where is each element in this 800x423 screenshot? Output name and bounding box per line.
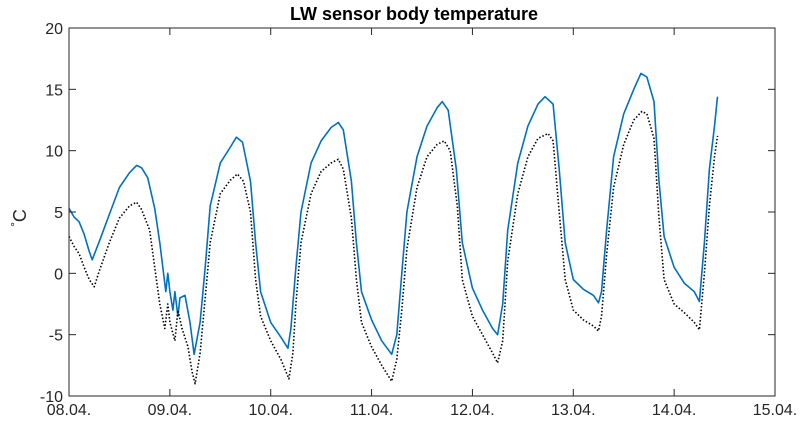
- y-axis-label-unit: C: [10, 209, 30, 222]
- y-axis-label: °C: [8, 209, 30, 227]
- y-tick-label: 20: [45, 21, 63, 38]
- y-tick-label: -10: [40, 389, 63, 406]
- x-tick-label: 10.04.: [248, 402, 292, 419]
- y-tick-label: 15: [45, 82, 63, 99]
- series-line-black: [68, 110, 719, 385]
- x-tick-label: 15.04.: [753, 402, 797, 419]
- y-tick-label: 0: [54, 266, 63, 283]
- x-tick-label: 14.04.: [652, 402, 696, 419]
- chart-title: LW sensor body temperature: [290, 4, 538, 24]
- x-tick-label: 08.04.: [47, 402, 91, 419]
- y-tick-label: 5: [54, 205, 63, 222]
- x-tick-label: 09.04.: [148, 402, 192, 419]
- y-tick-label: 10: [45, 144, 63, 161]
- y-tick-label: -5: [49, 328, 63, 345]
- x-tick-label: 13.04.: [551, 402, 595, 419]
- plot-frame: [68, 27, 776, 397]
- x-tick-label: 11.04.: [350, 402, 393, 419]
- x-tick-label: 12.04.: [450, 402, 494, 419]
- y-axis-label-degree: °: [8, 222, 22, 227]
- series-line-blue: [68, 72, 719, 356]
